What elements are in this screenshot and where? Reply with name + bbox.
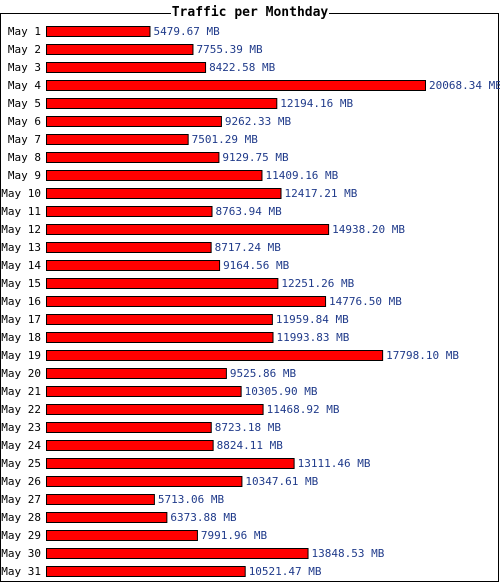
bar (46, 170, 263, 181)
bar (46, 548, 309, 559)
value-label: 12417.21 MB (285, 187, 358, 200)
bar (46, 314, 273, 325)
category-label: May 16 (1, 295, 41, 308)
category-label: May 1 (8, 25, 41, 38)
value-label: 12194.16 MB (280, 97, 353, 110)
value-label: 14776.50 MB (329, 295, 402, 308)
value-label: 8723.18 MB (215, 421, 282, 434)
value-label: 8763.94 MB (216, 205, 283, 218)
value-label: 9164.56 MB (223, 259, 290, 272)
value-label: 11409.16 MB (265, 169, 338, 182)
category-label: May 2 (8, 43, 41, 56)
category-label: May 8 (8, 151, 41, 164)
bar (46, 512, 168, 523)
value-label: 6373.88 MB (170, 511, 237, 524)
bar (46, 332, 274, 343)
category-label: May 30 (1, 547, 41, 560)
bar (46, 26, 151, 37)
category-label: May 15 (1, 277, 41, 290)
category-label: May 17 (1, 313, 41, 326)
category-label: May 18 (1, 331, 41, 344)
bar (46, 98, 278, 109)
category-label: May 24 (1, 439, 41, 452)
category-label: May 7 (8, 133, 41, 146)
bar (46, 440, 214, 451)
bar (46, 152, 220, 163)
category-label: May 27 (1, 493, 41, 506)
value-label: 11959.84 MB (276, 313, 349, 326)
category-label: May 9 (8, 169, 41, 182)
category-label: May 11 (1, 205, 41, 218)
category-label: May 10 (1, 187, 41, 200)
value-label: 8422.58 MB (209, 61, 276, 74)
bar (46, 404, 264, 415)
bars-layer: May 1 5479.67 MB May 2 7755.39 MB May 3 8422.… (1, 25, 500, 578)
value-label: 7501.29 MB (192, 133, 259, 146)
value-label: 8717.24 MB (215, 241, 282, 254)
category-label: May 25 (1, 457, 41, 470)
value-label: 20068.34 MB (429, 79, 500, 92)
bar (46, 116, 222, 127)
category-label: May 22 (1, 403, 41, 416)
value-label: 11993.83 MB (277, 331, 350, 344)
value-label: 10347.61 MB (245, 475, 318, 488)
category-label: May 5 (8, 97, 41, 110)
category-label: May 13 (1, 241, 41, 254)
bar (46, 350, 384, 361)
category-label: May 12 (1, 223, 41, 236)
category-label: May 3 (8, 61, 41, 74)
category-label: May 29 (1, 529, 41, 542)
bar (46, 530, 198, 541)
category-label: May 21 (1, 385, 41, 398)
bar (46, 188, 282, 199)
value-label: 9262.33 MB (225, 115, 292, 128)
value-label: 9525.86 MB (230, 367, 297, 380)
value-label: 7755.39 MB (196, 43, 263, 56)
category-label: May 14 (1, 259, 41, 272)
category-label: May 23 (1, 421, 41, 434)
value-label: 5713.06 MB (158, 493, 225, 506)
value-label: 14938.20 MB (332, 223, 405, 236)
bar (46, 422, 212, 433)
bar (46, 278, 279, 289)
bar (46, 296, 327, 307)
category-label: May 31 (1, 565, 41, 578)
category-label: May 28 (1, 511, 41, 524)
bar (46, 494, 155, 505)
bar (46, 44, 194, 55)
value-label: 10521.47 MB (249, 565, 322, 578)
value-label: 13111.46 MB (298, 457, 371, 470)
value-label: 7991.96 MB (201, 529, 268, 542)
category-label: May 4 (8, 79, 41, 92)
category-label: May 19 (1, 349, 41, 362)
value-label: 9129.75 MB (222, 151, 289, 164)
value-label: 8824.11 MB (217, 439, 284, 452)
bar (46, 476, 243, 487)
bar (46, 260, 221, 271)
value-label: 11468.92 MB (267, 403, 340, 416)
bar (46, 242, 212, 253)
bar (46, 386, 242, 397)
category-label: May 26 (1, 475, 41, 488)
value-label: 10305.90 MB (245, 385, 318, 398)
bar (46, 224, 330, 235)
bar (46, 62, 207, 73)
bar (46, 368, 227, 379)
value-label: 17798.10 MB (386, 349, 459, 362)
bar (46, 458, 295, 469)
value-label: 5479.67 MB (153, 25, 220, 38)
chart-title: Traffic per Monthday (0, 5, 500, 21)
bar (46, 134, 189, 145)
bar (46, 566, 246, 577)
chart-title-text: Traffic per Monthday (170, 5, 330, 20)
value-label: 12251.26 MB (281, 277, 354, 290)
bar (46, 206, 213, 217)
bar (46, 80, 426, 91)
value-label: 13848.53 MB (312, 547, 385, 560)
category-label: May 6 (8, 115, 41, 128)
category-label: May 20 (1, 367, 41, 380)
